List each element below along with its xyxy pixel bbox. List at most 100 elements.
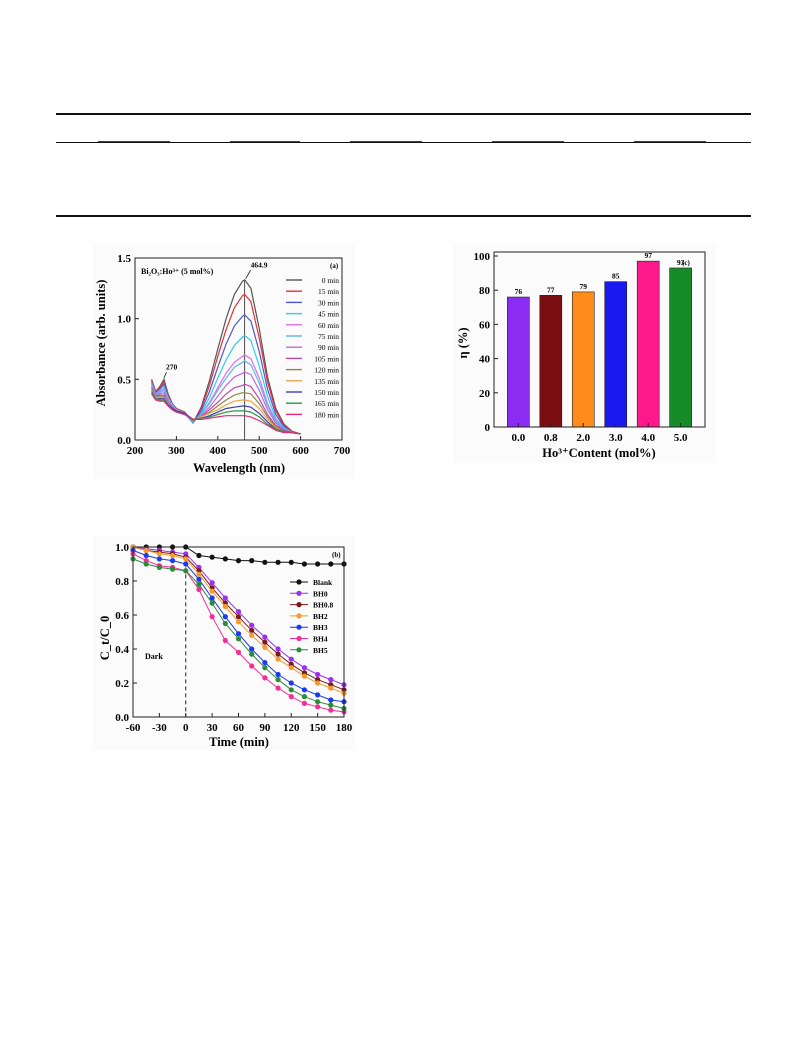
x-tick-label: 30 bbox=[207, 722, 219, 734]
data-point bbox=[249, 651, 255, 657]
data-point bbox=[156, 551, 162, 557]
x-tick-label: -30 bbox=[152, 722, 167, 734]
data-point bbox=[222, 637, 228, 644]
y-tick-label: 40 bbox=[479, 354, 491, 366]
spectrum-line bbox=[151, 391, 301, 435]
data-point bbox=[235, 619, 242, 625]
legend-label: 30 min bbox=[318, 298, 339, 307]
data-point bbox=[143, 561, 149, 567]
absorbance-chart-panel: Absorbance (arb. units) 0.0 0.5 1.0 1.5 200… bbox=[93, 243, 355, 479]
data-point bbox=[301, 700, 308, 706]
legend-label: BH3 bbox=[313, 623, 328, 632]
efficiency-bar-chart-panel: η (%) 0 20 40 60 80 100 76 0.0 77 0.8 79 2.0 85 3.0 9… bbox=[453, 243, 716, 463]
data-point bbox=[288, 680, 294, 686]
data-point bbox=[249, 663, 255, 669]
x-tick-label: 60 bbox=[233, 722, 245, 734]
bar bbox=[604, 281, 628, 428]
legend-marker bbox=[296, 579, 302, 585]
data-point bbox=[262, 675, 268, 681]
y-tick-label: 0.2 bbox=[115, 678, 129, 690]
data-point bbox=[209, 595, 215, 601]
x-tick-label: 180 bbox=[336, 722, 353, 734]
y-axis-label: Absorbance (arb. units) bbox=[94, 280, 108, 407]
data-point bbox=[235, 636, 242, 642]
y-tick-label: 0.6 bbox=[115, 610, 129, 622]
bar-value-label: 97 bbox=[644, 251, 652, 260]
data-point bbox=[209, 600, 215, 606]
legend-marker bbox=[296, 624, 302, 630]
data-point bbox=[328, 707, 334, 713]
y-tick-label: 1.0 bbox=[117, 314, 131, 326]
x-axis-label: Wavelength (nm) bbox=[193, 461, 285, 475]
x-tick-label: 0.8 bbox=[544, 432, 558, 444]
legend-label: 150 min bbox=[314, 388, 339, 397]
data-point bbox=[288, 694, 294, 700]
data-point bbox=[328, 561, 334, 567]
x-tick-label: -60 bbox=[126, 722, 141, 734]
bar bbox=[507, 296, 530, 428]
x-tick-label: 600 bbox=[292, 445, 309, 457]
data-point bbox=[288, 687, 294, 693]
data-point bbox=[262, 660, 268, 666]
legend-marker bbox=[296, 635, 302, 642]
legend-label: Blank bbox=[313, 578, 333, 587]
data-point bbox=[183, 556, 189, 562]
data-point bbox=[156, 564, 162, 570]
data-point bbox=[328, 697, 334, 703]
absorbance-curves bbox=[151, 278, 301, 435]
bar bbox=[539, 295, 563, 428]
data-point bbox=[328, 677, 334, 683]
legend-label: BH5 bbox=[313, 646, 328, 655]
data-point bbox=[235, 649, 242, 655]
table-rule-header bbox=[56, 142, 751, 143]
data-point bbox=[196, 586, 202, 593]
legend-marker bbox=[296, 590, 302, 596]
x-tick-label: 0 bbox=[183, 722, 189, 734]
data-point bbox=[222, 614, 228, 620]
legend-label: 75 min bbox=[318, 332, 339, 341]
panel-label: (c) bbox=[682, 259, 690, 267]
data-point bbox=[196, 571, 202, 577]
y-tick-label: 80 bbox=[479, 285, 491, 297]
spectrum-line bbox=[151, 393, 301, 435]
x-tick-label: 400 bbox=[210, 445, 227, 457]
kinetics-curves bbox=[130, 544, 347, 715]
legend-marker bbox=[296, 613, 302, 619]
data-point bbox=[301, 687, 308, 693]
data-point bbox=[183, 561, 189, 567]
data-point bbox=[288, 656, 294, 662]
header-segment bbox=[230, 141, 300, 142]
header-segment bbox=[634, 141, 706, 142]
plot-frame bbox=[134, 257, 343, 441]
sample-label: Bi₂O₃:Ho³⁺ (5 mol%) bbox=[141, 267, 214, 276]
data-point bbox=[328, 702, 334, 708]
bar-value-label: 93 bbox=[677, 258, 685, 267]
data-point bbox=[249, 558, 255, 564]
y-tick-label: 0.0 bbox=[117, 435, 131, 447]
data-point bbox=[315, 704, 321, 710]
x-axis-label: Ho³⁺Content (mol%) bbox=[542, 446, 655, 460]
x-ticks: 200 300 400 500 600 700 bbox=[127, 436, 351, 457]
data-point bbox=[301, 694, 308, 700]
bar-value-label: 76 bbox=[515, 287, 523, 296]
data-point bbox=[209, 554, 215, 560]
data-point bbox=[143, 547, 149, 553]
data-point bbox=[249, 646, 255, 652]
y-tick-label: 1.5 bbox=[117, 253, 131, 265]
kinetics-chart-panel: C_t/C_0 0.0 0.2 0.4 0.6 0.8 1.0 -60 -30 0 30 60 90… bbox=[93, 536, 355, 750]
legend-label: 120 min bbox=[314, 366, 339, 375]
y-ticks: 0.0 0.5 1.0 1.5 bbox=[117, 253, 139, 447]
data-point bbox=[222, 620, 228, 627]
data-point bbox=[315, 561, 321, 567]
y-tick-label: 0.0 bbox=[115, 712, 129, 724]
bar-value-label: 77 bbox=[547, 285, 555, 294]
data-point bbox=[301, 673, 308, 679]
dark-label: Dark bbox=[145, 652, 163, 661]
x-axis-label: Time (min) bbox=[209, 735, 269, 749]
peak-label-270: 270 bbox=[166, 363, 178, 372]
legend-label: 105 min bbox=[314, 354, 339, 363]
x-tick-label: 0.0 bbox=[511, 432, 525, 444]
data-point bbox=[275, 671, 281, 678]
data-point bbox=[262, 665, 268, 671]
panel-label: (a) bbox=[330, 262, 339, 270]
